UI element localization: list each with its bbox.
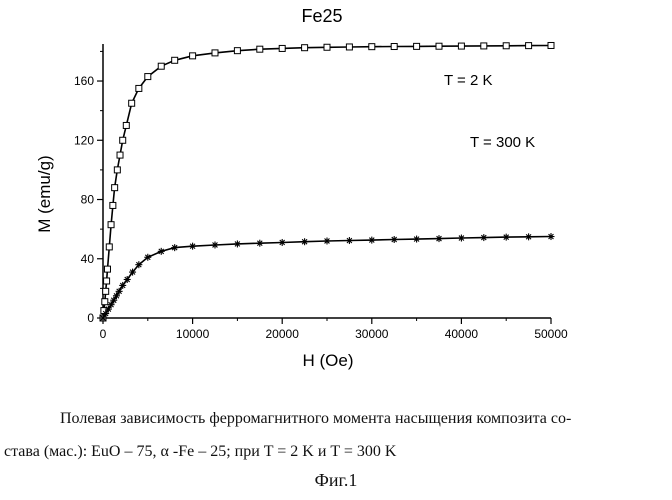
data-point <box>436 235 443 242</box>
data-point <box>189 243 196 250</box>
data-point <box>234 240 241 247</box>
data-point <box>256 240 263 247</box>
data-point <box>257 46 263 52</box>
data-point <box>302 45 308 51</box>
tick-marks <box>97 51 551 324</box>
data-point <box>158 63 164 69</box>
data-point <box>481 43 487 49</box>
data-point <box>414 43 420 49</box>
x-tick-label: 0 <box>100 327 107 341</box>
data-point <box>190 53 196 59</box>
y-tick-label: 40 <box>81 252 95 266</box>
data-point <box>120 137 126 143</box>
data-point <box>212 50 218 56</box>
data-point <box>324 237 331 244</box>
data-point <box>158 248 165 255</box>
data-point <box>346 237 353 244</box>
data-point <box>112 185 118 191</box>
data-point <box>480 234 487 241</box>
series-t300k <box>100 233 555 321</box>
data-point <box>104 278 110 284</box>
x-tick-label: 30000 <box>355 327 389 341</box>
caption-line-1: Полевая зависимость ферромагнитного моме… <box>60 410 672 428</box>
data-point <box>279 45 285 51</box>
data-point <box>503 43 509 49</box>
magnetization-chart: Fe25 0 10000 20000 30000 40000 50000 0 40 80 120 1… <box>0 0 672 400</box>
data-point <box>458 235 465 242</box>
data-point <box>104 266 110 272</box>
x-tick-label: 50000 <box>534 327 568 341</box>
data-point <box>103 288 109 294</box>
data-point <box>391 44 397 50</box>
y-axis-label: M (emu/g) <box>35 155 54 232</box>
data-point <box>324 44 330 50</box>
data-point <box>108 222 114 228</box>
y-tick-label: 120 <box>74 133 94 147</box>
x-tick-label: 10000 <box>176 327 210 341</box>
data-point <box>129 100 135 106</box>
data-point <box>503 234 510 241</box>
data-point <box>436 43 442 49</box>
data-point <box>458 43 464 49</box>
data-point <box>172 57 178 63</box>
y-tick-label: 160 <box>74 74 94 88</box>
data-point <box>301 238 308 245</box>
x-tick-label: 20000 <box>266 327 300 341</box>
data-point <box>369 44 375 50</box>
data-point <box>102 299 108 305</box>
data-point <box>171 244 178 251</box>
data-point <box>136 85 142 91</box>
data-point <box>526 43 532 49</box>
x-tick-label: 40000 <box>445 327 479 341</box>
data-point <box>279 239 286 246</box>
data-point <box>129 269 136 276</box>
data-point <box>117 152 123 158</box>
data-point <box>144 254 151 261</box>
data-point <box>106 244 112 250</box>
data-point <box>212 241 219 248</box>
data-point <box>234 48 240 54</box>
data-point <box>391 236 398 243</box>
data-point <box>548 42 554 48</box>
chart-title: Fe25 <box>301 6 342 26</box>
series-line <box>103 237 551 319</box>
figure-label: Фиг.1 <box>0 470 672 491</box>
caption-line-2: става (мас.): EuO – 75, α -Fe – 25; при … <box>4 443 672 461</box>
data-point <box>110 202 116 208</box>
y-tick-label: 80 <box>81 193 95 207</box>
annotation-t300k: T = 300 K <box>470 134 535 151</box>
data-point <box>525 233 532 240</box>
data-point <box>114 167 120 173</box>
data-point <box>548 233 555 240</box>
data-point <box>123 122 129 128</box>
data-point <box>346 44 352 50</box>
data-point <box>368 237 375 244</box>
annotation-t2k: T = 2 K <box>444 72 493 89</box>
data-point <box>413 236 420 243</box>
data-point <box>145 74 151 80</box>
y-tick-label: 0 <box>87 311 94 325</box>
x-axis-label: H (Oe) <box>303 351 354 370</box>
tick-labels: 0 10000 20000 30000 40000 50000 0 40 80 120 160 <box>74 74 568 341</box>
